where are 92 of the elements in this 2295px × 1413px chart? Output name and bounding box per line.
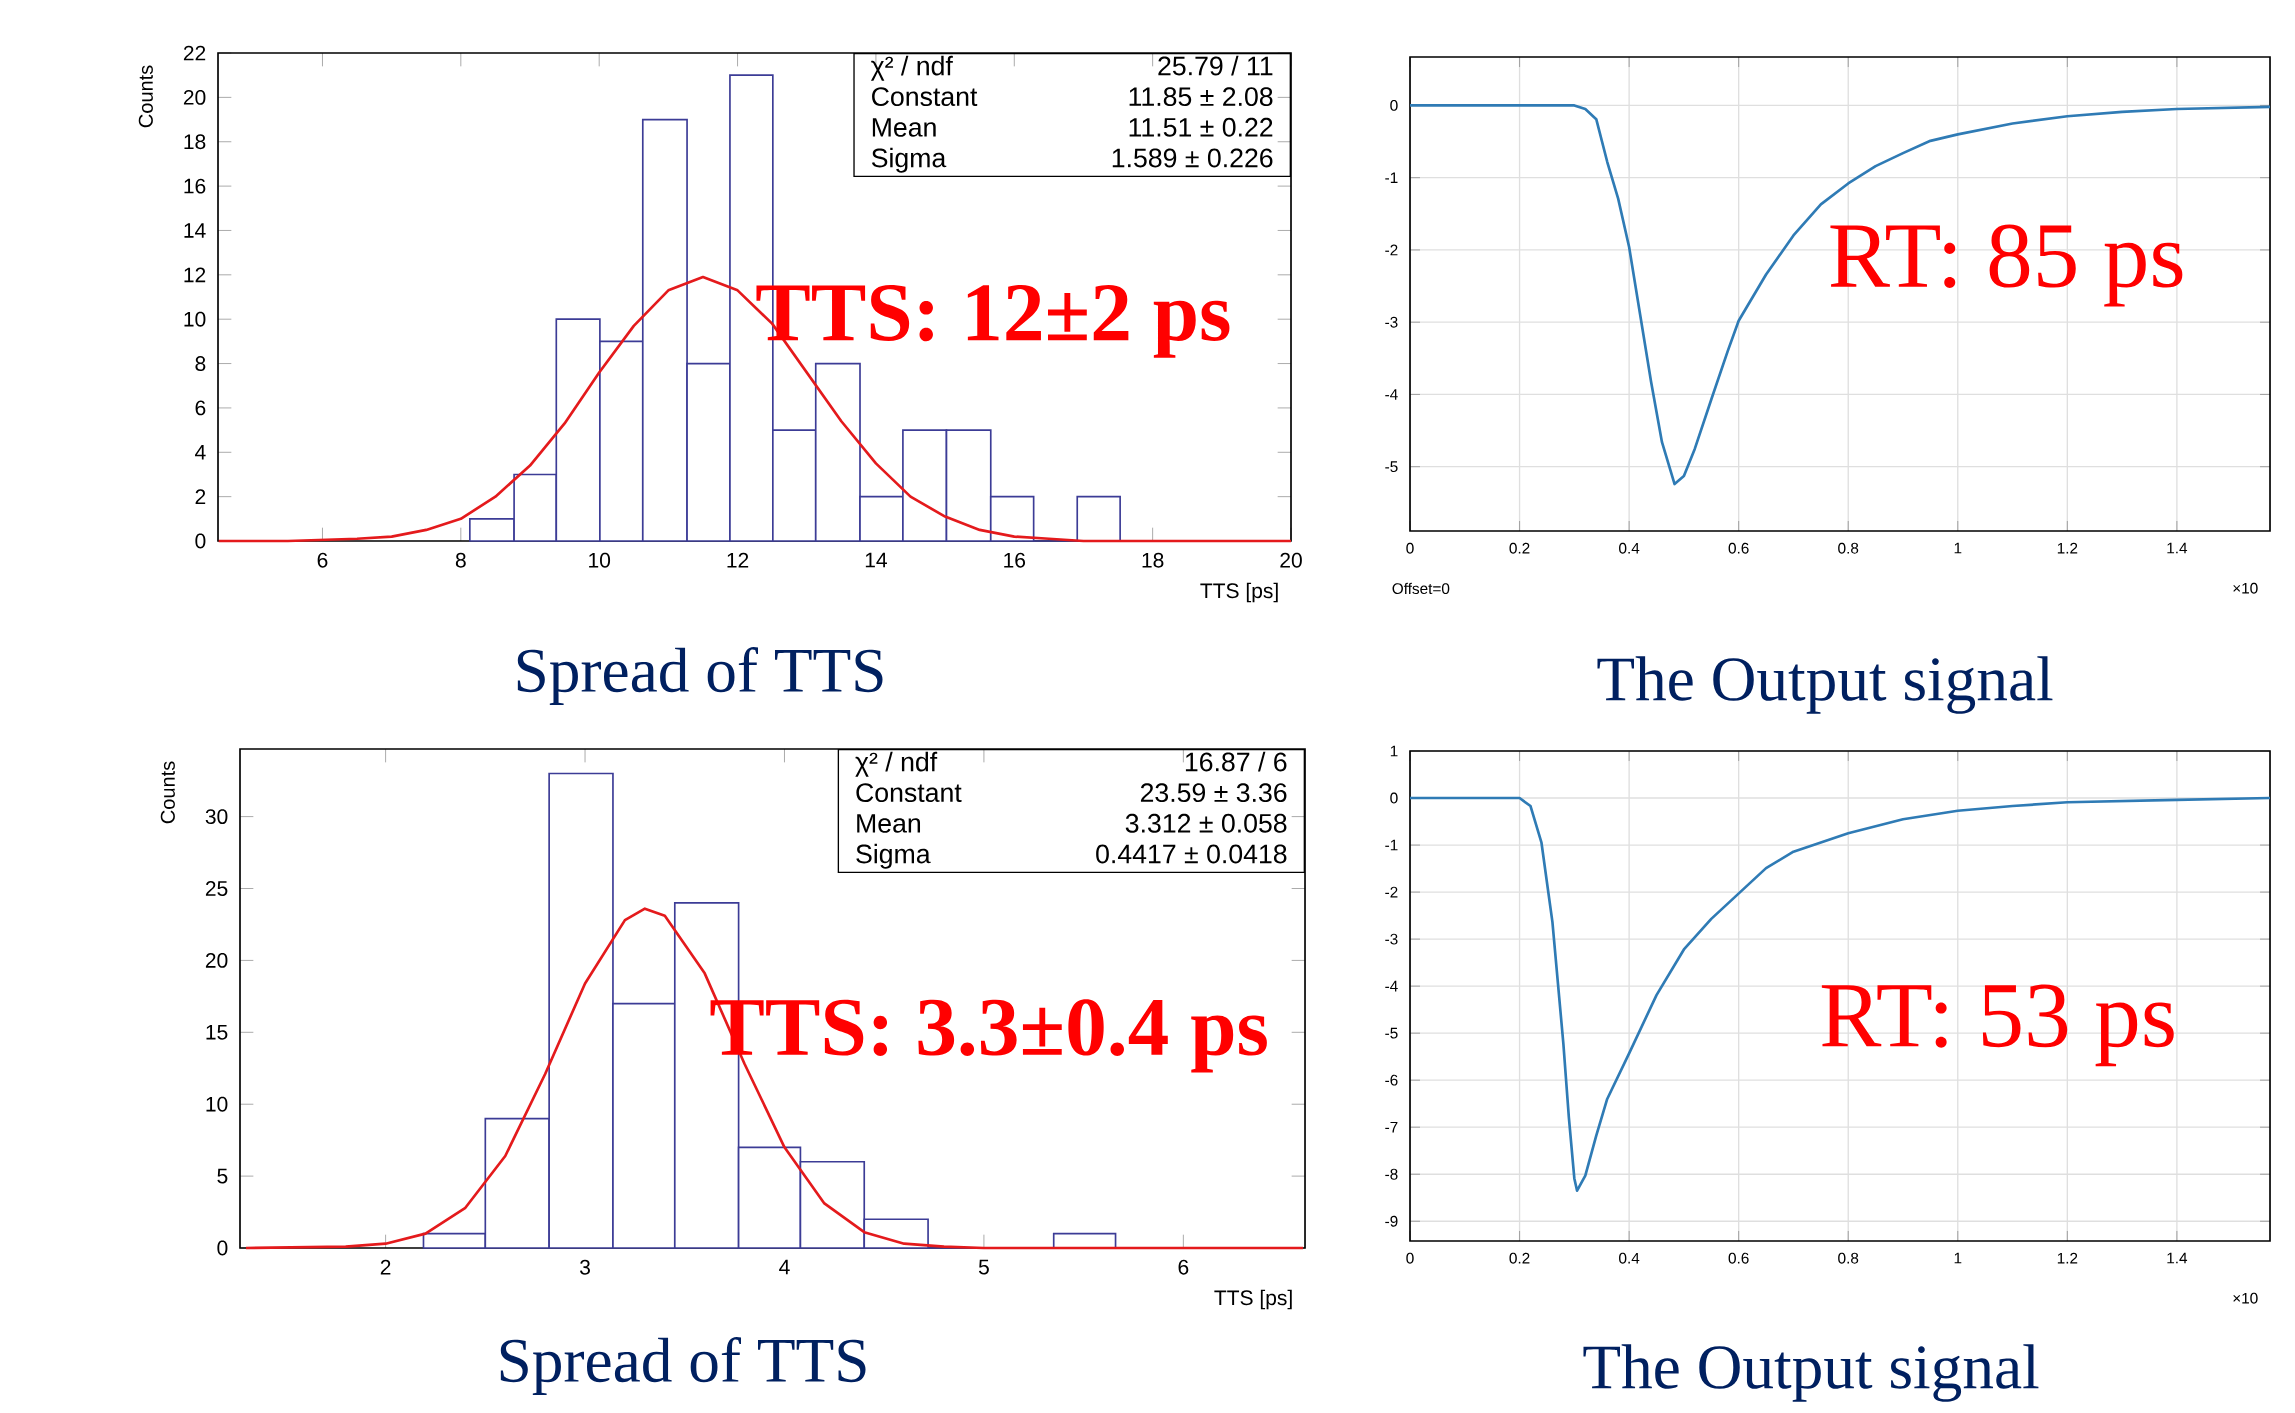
x-tick-label: 6 <box>317 552 328 568</box>
annotation: 11.85 ± 2.08 <box>1129 87 1273 107</box>
y-tick-label: 22 <box>183 45 206 61</box>
annotation: RT: 85 ps <box>1830 224 2183 307</box>
x-tick-label: 0.2 <box>1509 1252 1530 1264</box>
y-tick-label: 16 <box>184 178 206 194</box>
x-tick-label: 6 <box>1178 1259 1189 1275</box>
y-tick-label: 18 <box>184 134 206 150</box>
y-tick-label: 30 <box>205 809 228 825</box>
x-tick-label: 4 <box>779 1259 790 1275</box>
annotation: 25.79 / 11 <box>1158 55 1273 76</box>
y-tick-label: 5 <box>217 1168 228 1184</box>
y-tick-label: -2 <box>1385 244 1398 256</box>
x-tick-label: 0.8 <box>1838 1252 1859 1264</box>
annotation: Constant <box>872 87 978 107</box>
x-tick-label: 2 <box>380 1259 391 1275</box>
annotation: χ² / ndf <box>855 751 938 777</box>
y-tick-label: -5 <box>1385 461 1398 473</box>
x-tick-label: 1 <box>1954 1252 1962 1264</box>
y-tick-label: 0 <box>1390 99 1398 111</box>
y-tick-label: -2 <box>1385 886 1398 898</box>
x-tick-label: 0.4 <box>1619 1252 1640 1264</box>
x-tick-label: 1.2 <box>2057 542 2078 554</box>
annotation: Sigma <box>871 147 947 173</box>
annotation: Sigma <box>856 843 931 869</box>
text: ×10 <box>2233 1292 2258 1304</box>
x-tick-label: 8 <box>455 552 466 568</box>
y-tick-label: -7 <box>1385 1121 1398 1133</box>
x-axis-title: TTS [ps] <box>1200 582 1278 603</box>
x-tick-label: 12 <box>727 552 749 568</box>
annotation: 0.4417 ± 0.0418 <box>1096 844 1287 864</box>
y-tick-label: -9 <box>1385 1215 1398 1227</box>
y-tick-label: -3 <box>1385 316 1398 328</box>
annotation: 1.589 ± 0.226 <box>1112 148 1273 168</box>
x-tick-label: 0.6 <box>1728 1252 1749 1264</box>
x-tick-label: 0.4 <box>1619 542 1640 554</box>
y-tick-label: 12 <box>184 267 206 283</box>
y-tick-label: 0 <box>1390 792 1398 804</box>
x-tick-label: 0 <box>1406 542 1414 554</box>
y-tick-label: 20 <box>205 952 228 968</box>
text: Spread of TTS <box>517 646 883 706</box>
y-tick-label: 25 <box>205 881 228 896</box>
text: Offset=0 <box>1392 582 1450 595</box>
y-tick-label: -1 <box>1385 839 1398 851</box>
annotation: Mean <box>857 814 921 833</box>
y-tick-label: 20 <box>183 89 206 105</box>
y-tick-label: -1 <box>1385 172 1398 183</box>
x-tick-label: 0.6 <box>1728 542 1749 554</box>
y-tick-label: -4 <box>1385 389 1398 400</box>
text: ×10 <box>2233 582 2258 594</box>
x-tick-label: 16 <box>1004 552 1026 568</box>
x-tick-label: 1.2 <box>2057 1252 2078 1264</box>
y-tick-label: -6 <box>1385 1074 1398 1086</box>
y-tick-label: 4 <box>195 445 206 460</box>
annotation: 23.59 ± 3.36 <box>1140 783 1287 803</box>
y-tick-label: 15 <box>206 1024 228 1040</box>
y-axis-title: Counts <box>160 761 175 824</box>
annotation: RT: 53 ps <box>1821 984 2174 1067</box>
y-tick-label: -5 <box>1385 1027 1398 1039</box>
y-tick-label: 10 <box>206 1096 228 1112</box>
x-tick-label: 18 <box>1142 552 1164 568</box>
x-tick-label: 0.2 <box>1509 542 1530 554</box>
text: Spread of TTS <box>500 1336 866 1396</box>
x-tick-label: 0.8 <box>1838 542 1859 554</box>
x-axis-title: TTS [ps] <box>1214 1289 1292 1310</box>
x-tick-label: 20 <box>1280 552 1302 568</box>
y-tick-label: -3 <box>1385 933 1398 945</box>
x-tick-label: 5 <box>978 1259 989 1275</box>
annotation: 16.87 / 6 <box>1185 751 1287 772</box>
y-tick-label: 6 <box>195 400 206 416</box>
y-tick-label: 14 <box>184 223 206 238</box>
y-tick-label: 1 <box>1390 745 1398 757</box>
x-tick-label: 1 <box>1954 542 1962 554</box>
x-tick-label: 0 <box>1406 1252 1414 1264</box>
annotation: Mean <box>872 118 936 137</box>
x-tick-label: 1.4 <box>2167 542 2188 554</box>
annotation: Constant <box>856 783 962 803</box>
y-tick-label: -8 <box>1385 1168 1398 1180</box>
annotation: χ² / ndf <box>870 55 953 81</box>
x-tick-label: 1.4 <box>2167 1252 2188 1264</box>
annotation: 3.312 ± 0.058 <box>1125 813 1287 833</box>
y-tick-label: 10 <box>184 311 206 327</box>
y-tick-label: 2 <box>195 489 206 504</box>
y-tick-label: 8 <box>195 356 206 371</box>
x-tick-label: 14 <box>865 552 887 568</box>
text: The Output signal <box>1597 656 2053 714</box>
y-axis-title: Counts <box>138 65 153 128</box>
y-tick-label: -4 <box>1385 980 1398 992</box>
text: The Output signal <box>1583 1344 2039 1402</box>
x-tick-label: 3 <box>579 1259 590 1275</box>
annotation: 11.51 ± 0.22 <box>1129 117 1273 137</box>
x-tick-label: 10 <box>589 552 611 568</box>
